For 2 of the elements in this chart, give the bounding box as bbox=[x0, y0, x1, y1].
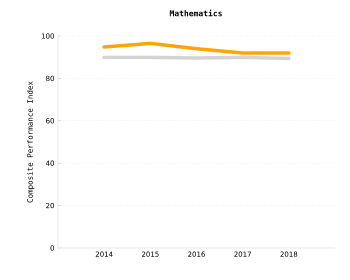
chart-title: Mathematics bbox=[170, 10, 222, 16]
line-series bbox=[102, 42, 291, 55]
